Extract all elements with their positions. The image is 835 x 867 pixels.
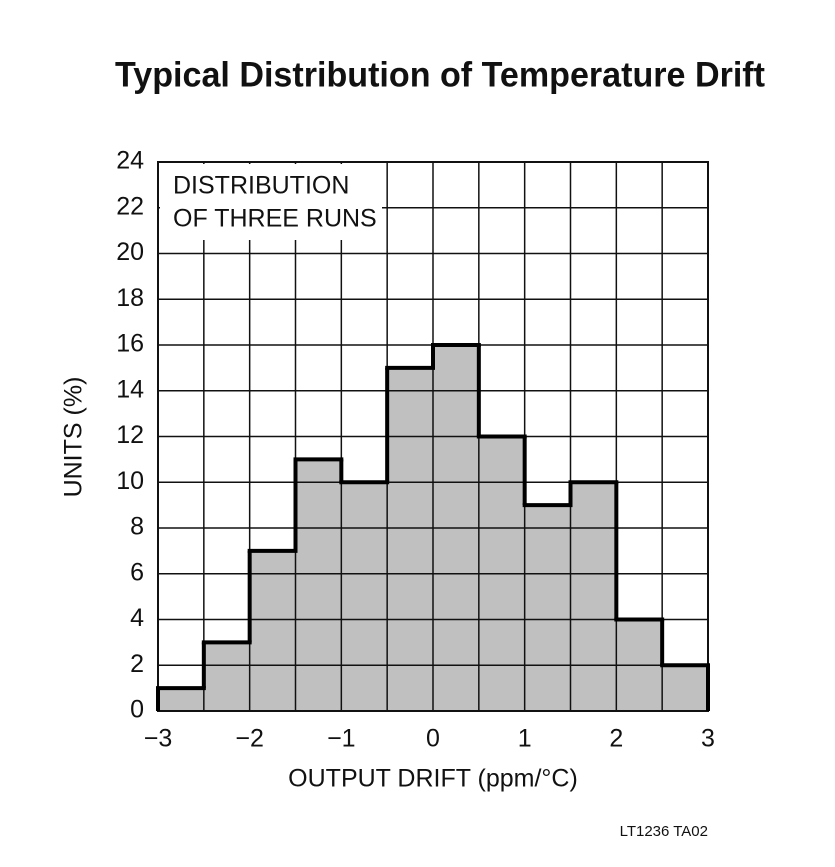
- annotation-box: [160, 164, 382, 240]
- bar: [158, 688, 204, 711]
- y-tick-label: 6: [130, 558, 144, 586]
- bar: [341, 482, 388, 711]
- annotation: DISTRIBUTION: [173, 172, 349, 200]
- bar: [524, 505, 571, 711]
- plot-frame: [157, 161, 709, 712]
- y-tick-label: 10: [116, 467, 144, 495]
- y-axis-label: UNITS (%): [60, 377, 88, 498]
- footnote: LT1236 TA02: [620, 823, 708, 840]
- annotation: OF THREE RUNS: [173, 205, 377, 233]
- bar: [570, 482, 617, 711]
- y-tick-label: 4: [130, 604, 144, 632]
- y-tick-label: 14: [116, 375, 144, 403]
- y-tick-label: 20: [116, 238, 144, 266]
- y-tick-label: 24: [116, 147, 144, 175]
- x-tick-label: 2: [609, 725, 623, 753]
- bar: [662, 665, 708, 711]
- x-axis-label: OUTPUT DRIFT (ppm/°C): [288, 765, 578, 793]
- y-tick-label: 8: [130, 513, 144, 541]
- y-tick-label: 18: [116, 284, 144, 312]
- y-tick-label: 0: [130, 696, 144, 724]
- bar: [203, 642, 250, 711]
- x-tick-label: 1: [518, 725, 532, 753]
- x-tick-label: −2: [235, 725, 264, 753]
- bar: [387, 367, 433, 711]
- x-tick-label: −3: [144, 725, 173, 753]
- x-tick-label: 0: [426, 725, 440, 753]
- y-tick-label: 12: [116, 421, 144, 449]
- y-tick-label: 2: [130, 650, 144, 678]
- x-tick-label: −1: [327, 725, 356, 753]
- x-tick-label: 3: [701, 725, 715, 753]
- bar: [249, 550, 296, 711]
- y-tick-label: 22: [116, 192, 144, 220]
- chart-title: Typical Distribution of Temperature Drif…: [115, 55, 765, 94]
- bar: [295, 459, 342, 711]
- y-tick-label: 16: [116, 330, 144, 358]
